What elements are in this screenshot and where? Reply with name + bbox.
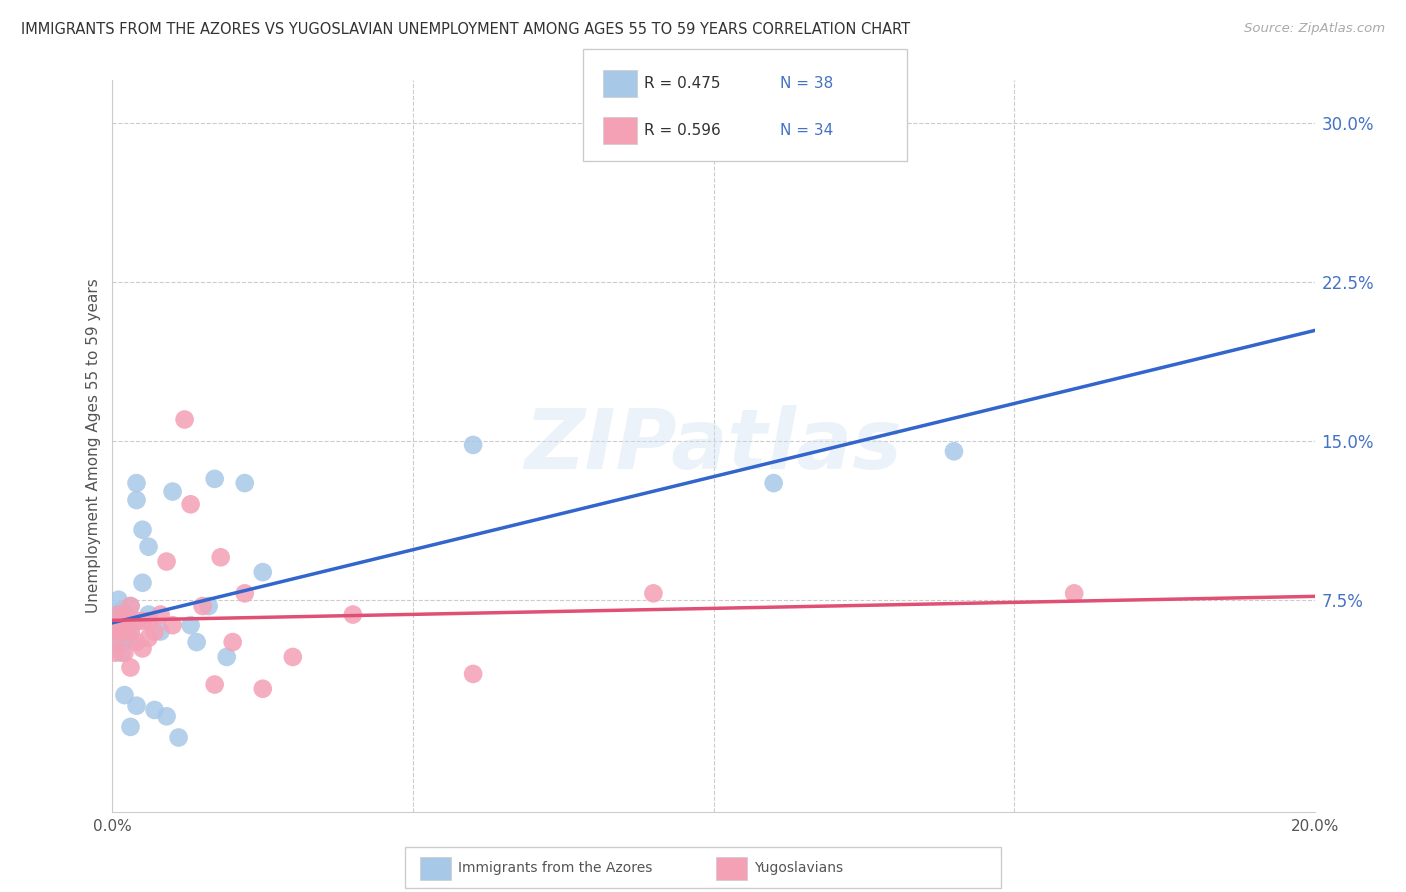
Point <box>342 607 364 622</box>
Point <box>180 618 202 632</box>
Point <box>191 599 214 613</box>
Point <box>104 607 127 622</box>
Point <box>138 607 160 622</box>
Point <box>120 632 142 647</box>
Point <box>233 586 256 600</box>
Point <box>114 607 136 622</box>
Point <box>162 484 184 499</box>
Text: N = 34: N = 34 <box>780 123 834 138</box>
Point <box>107 624 129 639</box>
Point <box>120 660 142 674</box>
Point <box>461 667 484 681</box>
Point <box>942 444 965 458</box>
Point <box>120 614 142 628</box>
Point <box>143 703 166 717</box>
Point <box>222 635 245 649</box>
Text: Yugoslavians: Yugoslavians <box>754 861 842 875</box>
Point <box>155 555 177 569</box>
Point <box>104 646 127 660</box>
Text: IMMIGRANTS FROM THE AZORES VS YUGOSLAVIAN UNEMPLOYMENT AMONG AGES 55 TO 59 YEARS: IMMIGRANTS FROM THE AZORES VS YUGOSLAVIA… <box>21 22 910 37</box>
Point <box>180 497 202 511</box>
Point <box>252 681 274 696</box>
Point <box>114 624 136 639</box>
Point <box>149 624 172 639</box>
Point <box>233 476 256 491</box>
Y-axis label: Unemployment Among Ages 55 to 59 years: Unemployment Among Ages 55 to 59 years <box>86 278 101 614</box>
Point <box>120 720 142 734</box>
Point <box>162 618 184 632</box>
Point <box>125 476 148 491</box>
Point <box>281 649 304 664</box>
Point <box>138 614 160 628</box>
Point <box>131 523 153 537</box>
Point <box>131 575 153 590</box>
Point <box>107 624 129 639</box>
Point <box>114 646 136 660</box>
Point <box>204 677 226 691</box>
Point <box>110 603 132 617</box>
Point <box>138 540 160 554</box>
Text: Immigrants from the Azores: Immigrants from the Azores <box>458 861 652 875</box>
Point <box>114 632 136 647</box>
Point <box>120 624 142 639</box>
Point <box>114 620 136 634</box>
Point <box>155 709 177 723</box>
Point <box>107 631 129 645</box>
Point <box>138 631 160 645</box>
Point <box>209 550 232 565</box>
Point <box>125 614 148 628</box>
Point <box>125 493 148 508</box>
Text: N = 38: N = 38 <box>780 77 834 91</box>
Point <box>107 607 129 622</box>
Point <box>149 607 172 622</box>
Point <box>107 592 129 607</box>
Point <box>143 624 166 639</box>
Point <box>103 614 125 628</box>
Point <box>762 476 785 491</box>
Point <box>1063 586 1085 600</box>
Text: R = 0.475: R = 0.475 <box>644 77 720 91</box>
Point <box>125 698 148 713</box>
Point <box>114 688 136 702</box>
Text: R = 0.596: R = 0.596 <box>644 123 721 138</box>
Point <box>204 472 226 486</box>
Point <box>107 635 129 649</box>
Text: ZIPatlas: ZIPatlas <box>524 406 903 486</box>
Point <box>120 599 142 613</box>
Point <box>197 599 219 613</box>
Point <box>131 614 153 628</box>
Point <box>110 646 132 660</box>
Point <box>173 412 195 426</box>
Point <box>125 635 148 649</box>
Point <box>461 438 484 452</box>
Point <box>120 624 142 639</box>
Point <box>131 641 153 656</box>
Point <box>114 609 136 624</box>
Point <box>643 586 665 600</box>
Point <box>186 635 208 649</box>
Point <box>252 565 274 579</box>
Text: Source: ZipAtlas.com: Source: ZipAtlas.com <box>1244 22 1385 36</box>
Point <box>120 599 142 613</box>
Point <box>110 620 132 634</box>
Point <box>167 731 190 745</box>
Point <box>215 649 238 664</box>
